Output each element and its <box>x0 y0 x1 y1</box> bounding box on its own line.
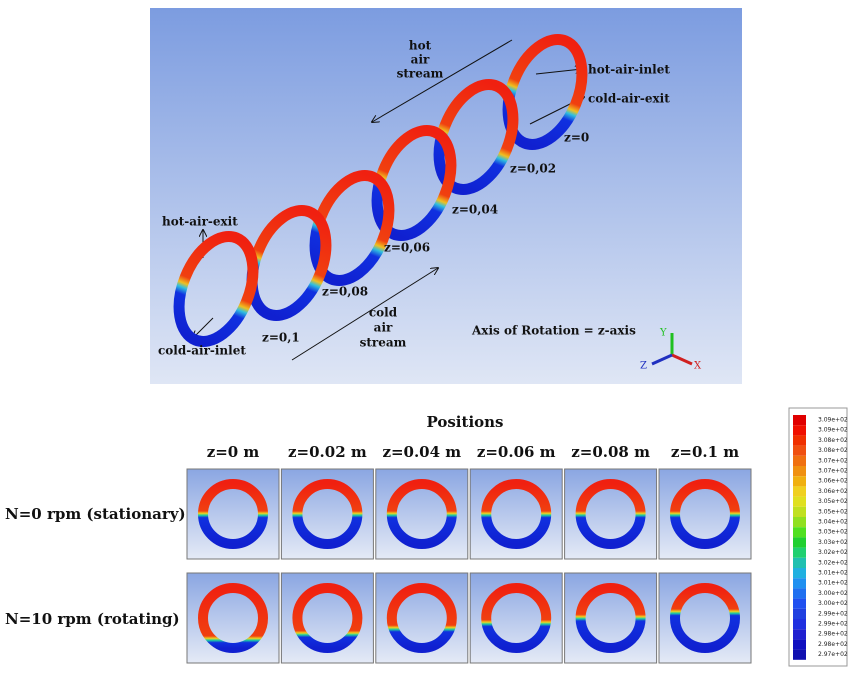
colorbar-label: 3.00e+02 <box>818 590 848 597</box>
axis-label: Y <box>659 328 667 339</box>
color-swatch <box>793 476 806 486</box>
color-swatch <box>793 507 806 517</box>
colorbar-label: 3.02e+02 <box>818 559 848 566</box>
color-swatch <box>793 548 806 558</box>
color-swatch <box>793 446 806 456</box>
page: {"top_panel": { "labels": ["hot", "air",… <box>0 0 848 670</box>
colorbar-label: 3.01e+02 <box>818 570 848 577</box>
annotation: cold-air-inlet <box>158 344 246 358</box>
colorbar-label: 2.99e+02 <box>818 610 848 617</box>
color-swatch <box>793 486 806 496</box>
colorbar-label: 3.07e+02 <box>818 468 848 475</box>
annotation: hot <box>409 39 432 53</box>
figure: hotairstreamhot-air-inletcold-air-exitz=… <box>0 0 848 670</box>
color-swatch <box>793 599 806 609</box>
colorbar-label: 3.03e+02 <box>818 539 848 546</box>
color-swatch <box>793 435 806 445</box>
annotation: z=0,1 <box>262 331 300 345</box>
annotation: hot-air-exit <box>162 215 238 229</box>
colorbar-label: 2.99e+02 <box>818 621 848 628</box>
row-label: N=0 rpm (stationary) <box>5 505 186 523</box>
panel-title: Positions <box>426 413 503 431</box>
colorbar-label: 3.09e+02 <box>818 417 848 424</box>
annotation: z=0,02 <box>510 162 556 176</box>
colorbar-label: 3.03e+02 <box>818 529 848 536</box>
colorbar-label: 3.08e+02 <box>818 437 848 444</box>
colorbar-label: 3.08e+02 <box>818 447 848 454</box>
annotation: stream <box>397 67 444 81</box>
annotation: air <box>411 53 430 67</box>
color-swatch <box>793 619 806 629</box>
color-swatch <box>793 456 806 466</box>
annotation: Axis of Rotation = z-axis <box>471 324 636 338</box>
annotation: cold <box>369 306 398 320</box>
colorbar-label: 2.98e+02 <box>818 641 848 648</box>
annotation: z=0,04 <box>452 203 498 217</box>
colorbar-label: 3.00e+02 <box>818 600 848 607</box>
colorbar-label: 3.05e+02 <box>818 508 848 515</box>
color-swatch <box>793 588 806 598</box>
row-label: N=10 rpm (rotating) <box>5 610 180 628</box>
color-swatch <box>793 578 806 588</box>
annotation: stream <box>360 336 407 350</box>
color-swatch <box>793 466 806 476</box>
annotation: hot-air-inlet <box>588 63 670 77</box>
column-header: z=0.1 m <box>671 443 739 461</box>
color-swatch <box>793 415 806 425</box>
colorbar-label: 3.01e+02 <box>818 580 848 587</box>
column-header: z=0.04 m <box>382 443 461 461</box>
color-swatch <box>793 609 806 619</box>
axis-label: X <box>694 361 702 372</box>
colorbar-label: 3.09e+02 <box>818 427 848 434</box>
color-swatch <box>793 650 806 660</box>
annotation: z=0 <box>564 131 589 145</box>
annotation: cold-air-exit <box>588 92 670 106</box>
column-header: z=0.06 m <box>477 443 556 461</box>
colorbar-label: 3.02e+02 <box>818 549 848 556</box>
color-swatch <box>793 568 806 578</box>
colorbar-label: 3.06e+02 <box>818 478 848 485</box>
colorbar-label: 3.07e+02 <box>818 457 848 464</box>
column-header: z=0 m <box>207 443 260 461</box>
color-swatch <box>793 537 806 547</box>
colorbar-label: 2.97e+02 <box>818 651 848 658</box>
colorbar-label: 3.05e+02 <box>818 498 848 505</box>
annotation: air <box>374 321 393 335</box>
column-header: z=0.02 m <box>288 443 367 461</box>
column-header: z=0.08 m <box>571 443 650 461</box>
color-swatch <box>793 629 806 639</box>
colorbar-label: 3.04e+02 <box>818 519 848 526</box>
color-swatch <box>793 517 806 527</box>
color-swatch <box>793 527 806 537</box>
annotation: z=0,08 <box>322 285 368 299</box>
color-swatch <box>793 558 806 568</box>
color-swatch <box>793 497 806 507</box>
colorbar-label: 3.06e+02 <box>818 488 848 495</box>
color-swatch <box>793 639 806 649</box>
axis-label: Z <box>640 361 647 372</box>
annotation: z=0,06 <box>384 241 430 255</box>
colorbar-label: 2.98e+02 <box>818 631 848 638</box>
color-swatch <box>793 425 806 435</box>
